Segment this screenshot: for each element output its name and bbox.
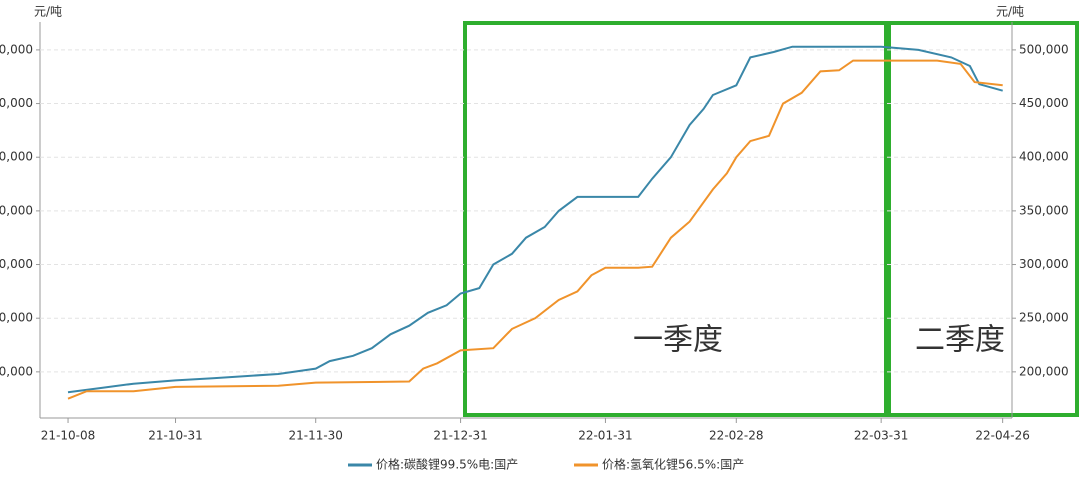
x-tick-label: 22-04-26	[975, 429, 1029, 443]
y-tick-label: 500,000	[0, 42, 33, 56]
y-unit: 元/吨	[34, 5, 62, 19]
legend-label: 价格:碳酸锂99.5%电:国产	[376, 457, 518, 472]
y-tick-label: 250,000	[0, 311, 33, 325]
y-tick-label: 450,000	[0, 96, 33, 110]
q1-box	[463, 21, 888, 417]
y2-tick-label: 200,000	[1019, 364, 1069, 378]
y2-tick-label: 300,000	[1019, 257, 1069, 271]
x-tick-label: 21-11-30	[288, 429, 342, 443]
series-line	[67, 45, 1003, 394]
series-line	[67, 59, 1003, 400]
q2-box	[887, 21, 1079, 417]
annotation: 一季度	[633, 323, 723, 358]
x-tick-label: 22-03-31	[854, 429, 908, 443]
x-tick-label: 22-01-31	[578, 429, 632, 443]
y-tick-label: 300,000	[0, 257, 33, 271]
y2-tick-label: 500,000	[1019, 42, 1069, 56]
y2-unit: 元/吨	[996, 5, 1024, 19]
y2-tick-label: 250,000	[1019, 311, 1069, 325]
y-tick-label: 400,000	[0, 150, 33, 164]
x-tick-label: 21-10-08	[41, 429, 95, 443]
y2-tick-label: 350,000	[1019, 203, 1069, 217]
x-tick-label: 21-10-31	[148, 429, 202, 443]
x-tick-label: 22-02-28	[709, 429, 763, 443]
annotation: 二季度	[915, 323, 1005, 358]
x-tick-label: 21-12-31	[433, 429, 487, 443]
y-tick-label: 200,000	[0, 364, 33, 378]
y2-tick-label: 400,000	[1019, 150, 1069, 164]
y2-tick-label: 450,000	[1019, 96, 1069, 110]
y-tick-label: 350,000	[0, 203, 33, 217]
legend-label: 价格:氢氧化锂56.5%:国产	[602, 457, 744, 472]
